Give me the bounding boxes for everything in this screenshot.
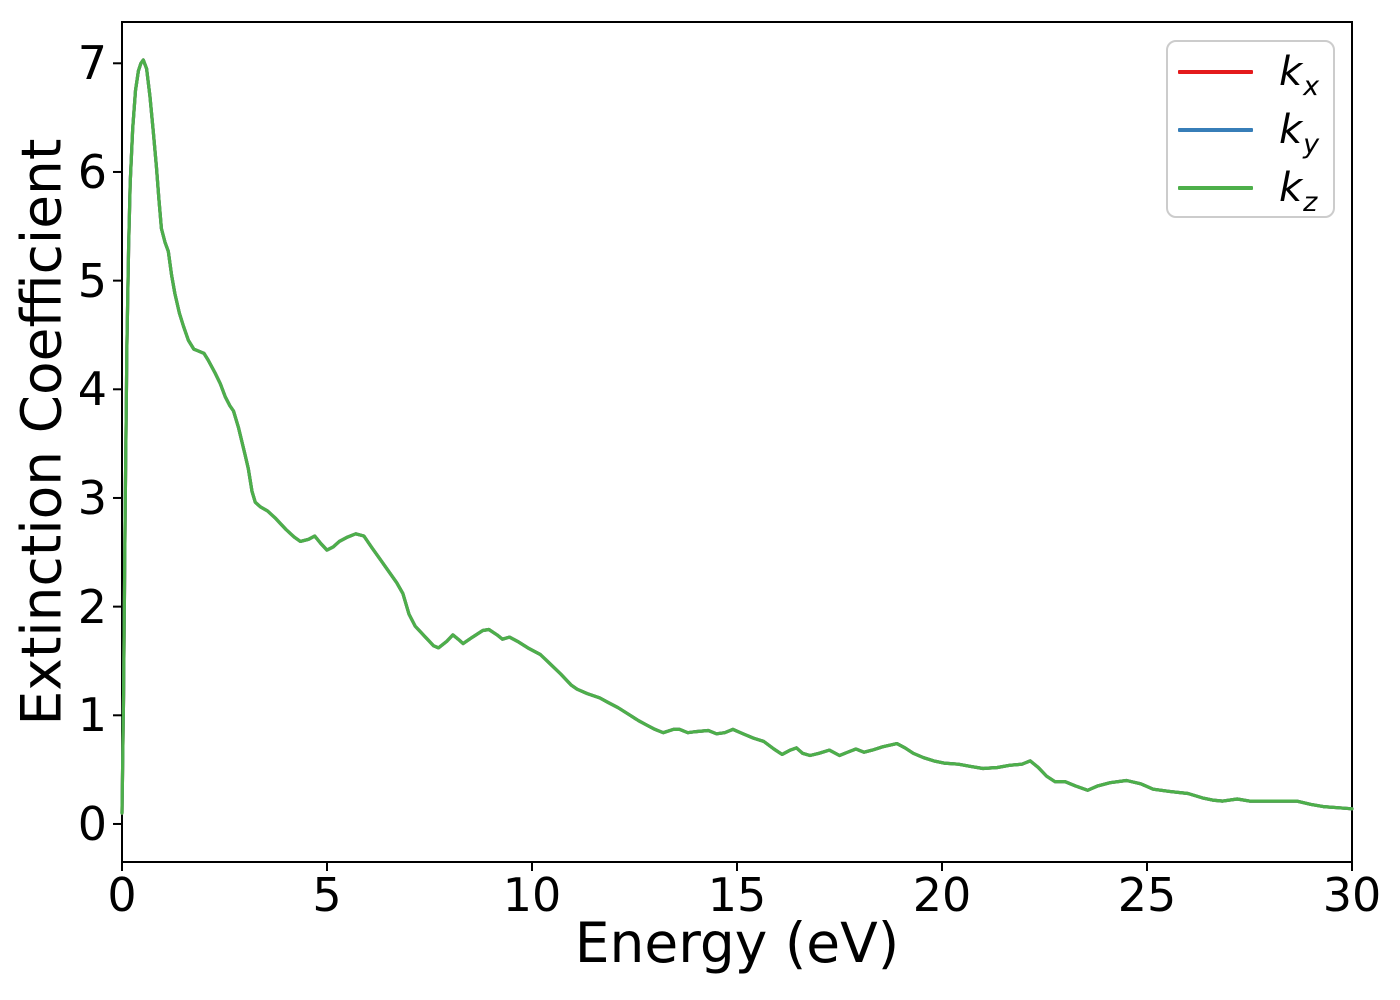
legend-label-kz: kz: [1279, 165, 1317, 216]
legend-symbol-ky: k: [1279, 107, 1303, 153]
legend-swatch-ky: [1178, 128, 1253, 132]
y-axis-title: Extinction Coefficient: [9, 138, 74, 726]
x-tick-label: 15: [707, 868, 767, 922]
x-tick-label: 10: [502, 868, 562, 922]
series-kz: [120, 58, 1354, 815]
y-tick-label: 5: [77, 253, 107, 308]
legend-subscript-kx: x: [1303, 71, 1320, 102]
y-tick-label: 6: [77, 144, 107, 199]
legend-subscript-kz: z: [1303, 187, 1318, 218]
y-tick-label: 7: [77, 36, 107, 91]
y-tick-label: 4: [77, 362, 107, 417]
x-tick-label: 20: [912, 868, 972, 922]
y-tick-label: 0: [77, 796, 107, 851]
legend-label-ky: ky: [1279, 107, 1319, 158]
y-tick-label: 3: [77, 470, 107, 525]
legend: kx ky kz: [1166, 40, 1335, 218]
legend-subscript-ky: y: [1303, 129, 1320, 160]
y-tick-label: 2: [77, 579, 107, 634]
legend-label-kx: kx: [1279, 49, 1319, 100]
tick-marks: [113, 62, 1353, 871]
y-tick-label: 1: [77, 688, 107, 743]
x-axis-title: Energy (eV): [574, 911, 900, 975]
legend-swatch-kz: [1178, 186, 1253, 190]
legend-symbol-kz: k: [1279, 165, 1303, 211]
x-tick-label: 30: [1322, 868, 1382, 922]
x-tick-label: 0: [107, 868, 137, 922]
legend-swatch-kx: [1178, 70, 1253, 74]
x-tick-label: 25: [1117, 868, 1177, 922]
series-group: [120, 58, 1354, 815]
legend-symbol-kx: k: [1279, 49, 1303, 95]
x-tick-label: 5: [312, 868, 342, 922]
